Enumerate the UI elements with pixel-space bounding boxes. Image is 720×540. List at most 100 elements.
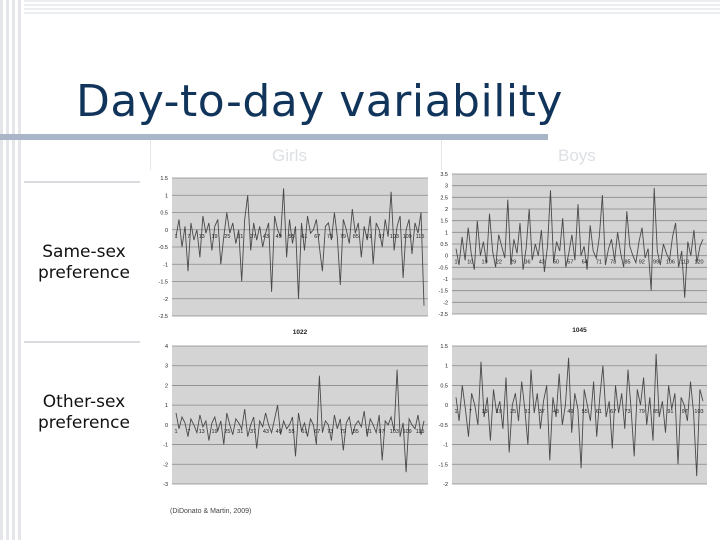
x-tick-label: 97 [378, 234, 384, 240]
x-tick-label: 106 [666, 260, 675, 266]
y-tick-label: 0 [445, 254, 448, 260]
x-tick-label: 7 [187, 234, 190, 240]
y-tick-label: -1 [163, 443, 168, 449]
x-tick-label: 67 [314, 234, 320, 240]
y-tick-label: 0.5 [160, 211, 168, 217]
x-tick-label: 7 [469, 409, 472, 415]
series-line [175, 188, 425, 306]
y-tick-label: -0.5 [439, 423, 448, 429]
y-tick-label: 0 [165, 423, 168, 429]
x-tick-label: 73 [327, 234, 333, 240]
y-tick-label: -2 [443, 300, 448, 306]
y-tick-label: -1.5 [439, 462, 448, 468]
x-tick-label: 31 [237, 429, 243, 435]
y-tick-label: -3 [163, 482, 168, 488]
x-tick-label: 10 [467, 260, 473, 266]
y-tick-label: -1.5 [159, 280, 168, 286]
x-tick-label: 7 [187, 429, 190, 435]
x-tick-label: 1 [454, 260, 457, 266]
x-tick-label: 43 [263, 234, 269, 240]
column-header-girls: Girls [272, 146, 307, 165]
x-tick-label: 61 [596, 409, 602, 415]
x-tick-label: 37 [250, 234, 256, 240]
x-tick-label: 61 [301, 234, 307, 240]
row-label-other-sex: Other-sex preference [38, 392, 130, 433]
x-tick-label: 79 [639, 409, 645, 415]
y-tick-label: 3 [165, 364, 168, 370]
y-tick-label: 1.5 [160, 176, 168, 182]
plot-area [452, 346, 707, 484]
x-tick-label: 73 [327, 429, 333, 435]
side-stripe-decoration [0, 0, 24, 540]
x-tick-label: 1 [174, 429, 177, 435]
x-tick-label: 31 [237, 234, 243, 240]
y-tick-label: 0 [445, 403, 448, 409]
x-tick-label: 57 [567, 260, 573, 266]
y-tick-label: -1 [443, 443, 448, 449]
x-tick-label: 37 [250, 429, 256, 435]
y-tick-label: -1 [443, 277, 448, 283]
y-tick-label: -0.5 [159, 245, 168, 251]
x-tick-label: 92 [639, 260, 645, 266]
x-tick-label: 49 [276, 234, 282, 240]
x-tick-label: 113 [680, 260, 689, 266]
series-line [455, 353, 704, 477]
x-tick-label: 109 [403, 234, 412, 240]
x-tick-label: 37 [539, 409, 545, 415]
citation: (DiDonato & Martin, 2009) [170, 508, 252, 515]
x-tick-label: 19 [211, 429, 217, 435]
column-separator [150, 140, 151, 170]
x-tick-label: 29 [510, 260, 516, 266]
x-tick-label: 43 [539, 260, 545, 266]
y-tick-label: 4 [165, 344, 168, 350]
x-tick-label: 97 [378, 429, 384, 435]
y-tick-label: -2.5 [159, 314, 168, 320]
row-divider [24, 181, 140, 183]
x-tick-label: 25 [224, 234, 230, 240]
y-tick-label: 0.5 [440, 242, 448, 248]
x-tick-label: 120 [694, 260, 703, 266]
y-tick-label: 3 [445, 184, 448, 190]
y-tick-label: -2 [443, 482, 448, 488]
series-line [175, 369, 425, 473]
boys-other-sex-chart: 1.5 1 0.5 0 -0.5 -1 -1.5 -2 1 7 13 19 25 31 37 43 49 55 61… [439, 344, 707, 488]
y-tick-label: -0.5 [439, 265, 448, 271]
series-line [455, 187, 704, 298]
y-tick-label: -2.5 [439, 312, 448, 318]
x-tick-label: 13 [199, 234, 205, 240]
x-tick-label: 36 [524, 260, 530, 266]
girls-same-sex-chart: 1.5 1 0.5 0 -0.5 -1 -1.5 -2 -2.5 1 7 13 19 25 31 37 43 49… [159, 176, 428, 336]
y-tick-label: 1.5 [440, 219, 448, 225]
x-tick-label: 55 [289, 234, 295, 240]
x-tick-label: 13 [199, 429, 205, 435]
boys-same-sex-chart: 3.5 3 2.5 2 1.5 1 0.5 0 -0.5 -1 -1.5 -2 -2.5 1 10 19 22 2… [439, 172, 707, 334]
x-tick-label: 85 [353, 429, 359, 435]
x-tick-label: 55 [289, 429, 295, 435]
y-tick-label: 1 [445, 230, 448, 236]
x-tick-label: 25 [224, 429, 230, 435]
y-tick-label: 0.5 [440, 383, 448, 389]
x-tick-label: 73 [624, 409, 630, 415]
y-tick-label: -2 [163, 462, 168, 468]
x-tick-label: 99 [653, 260, 659, 266]
y-tick-label: 2 [445, 207, 448, 213]
x-tick-label: 1 [454, 409, 457, 415]
x-tick-label: 61 [301, 429, 307, 435]
x-tick-label: 22 [496, 260, 502, 266]
slide-title: Day-to-day variability [76, 76, 563, 127]
x-tick-label: 71 [596, 260, 602, 266]
x-tick-label: 103 [390, 429, 399, 435]
x-tick-label: 49 [567, 409, 573, 415]
x-tick-label: 64 [582, 260, 588, 266]
x-tick-label: 50 [553, 260, 559, 266]
x-tick-label: 78 [610, 260, 616, 266]
title-underline [0, 134, 548, 140]
x-tick-label: 19 [482, 260, 488, 266]
x-tick-label: 19 [496, 409, 502, 415]
x-tick-label: 97 [682, 409, 688, 415]
x-tick-label: 91 [667, 409, 673, 415]
x-tick-label: 85 [624, 260, 630, 266]
x-tick-label: 19 [211, 234, 217, 240]
x-tick-label: 91 [366, 234, 372, 240]
